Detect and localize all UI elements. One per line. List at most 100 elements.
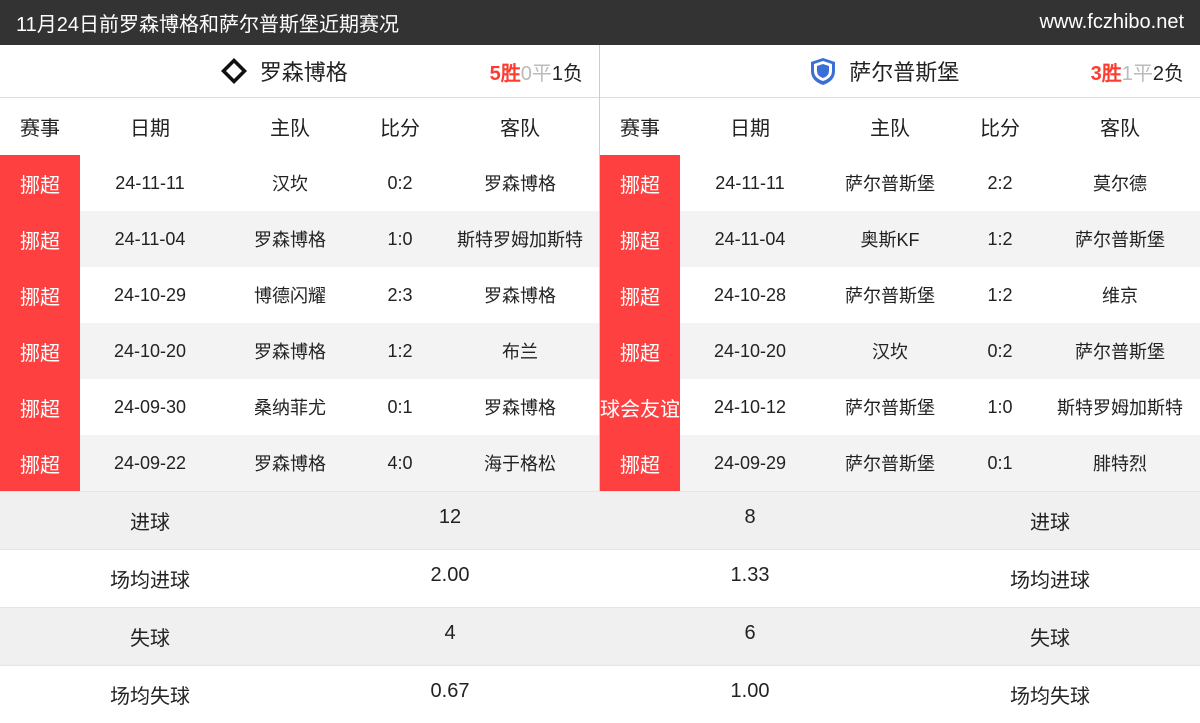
cell-away: 萨尔普斯堡 <box>1040 226 1200 252</box>
sum-left-goals: 12 <box>300 491 600 549</box>
sum-left-cpg: 0.67 <box>300 665 600 723</box>
sum-left-gpg: 2.00 <box>300 549 600 607</box>
cell-home: 萨尔普斯堡 <box>820 282 960 308</box>
right-record: 3胜1平2负 <box>1091 57 1184 86</box>
cell-away: 海于格松 <box>440 450 600 476</box>
cell-score: 0:2 <box>960 341 1040 362</box>
cell-home: 罗森博格 <box>220 338 360 364</box>
sum-right-goals: 8 <box>600 491 900 549</box>
cell-away: 腓特烈 <box>1040 450 1200 476</box>
table-row: 挪超24-10-20汉坎0:2萨尔普斯堡 <box>600 323 1200 379</box>
left-panel: 罗森博格 5胜0平1负 赛事 日期 主队 比分 客队 挪超24-11-11汉坎0… <box>0 45 600 491</box>
panels-container: 罗森博格 5胜0平1负 赛事 日期 主队 比分 客队 挪超24-11-11汉坎0… <box>0 45 1200 491</box>
col-comp: 赛事 <box>600 112 680 141</box>
col-away: 客队 <box>440 112 600 141</box>
table-row: 挪超24-11-11萨尔普斯堡2:2莫尔德 <box>600 155 1200 211</box>
cell-home: 萨尔普斯堡 <box>820 170 960 196</box>
table-row: 挪超24-09-22罗森博格4:0海于格松 <box>0 435 599 491</box>
sum-label-goals-r: 进球 <box>900 491 1200 549</box>
cell-home: 奥斯KF <box>820 226 960 252</box>
sum-label-conc-l: 失球 <box>0 607 300 665</box>
col-date: 日期 <box>80 112 220 141</box>
col-date: 日期 <box>680 112 820 141</box>
competition-badge: 挪超 <box>0 211 80 267</box>
cell-home: 罗森博格 <box>220 226 360 252</box>
table-row: 挪超24-09-30桑纳菲尤0:1罗森博格 <box>0 379 599 435</box>
cell-away: 莫尔德 <box>1040 170 1200 196</box>
sum-right-gpg: 1.33 <box>600 549 900 607</box>
col-home: 主队 <box>820 112 960 141</box>
table-row: 挪超24-11-11汉坎0:2罗森博格 <box>0 155 599 211</box>
right-rows: 挪超24-11-11萨尔普斯堡2:2莫尔德挪超24-11-04奥斯KF1:2萨尔… <box>600 155 1200 491</box>
competition-badge: 挪超 <box>600 323 680 379</box>
cell-score: 0:1 <box>960 453 1040 474</box>
table-row: 挪超24-11-04奥斯KF1:2萨尔普斯堡 <box>600 211 1200 267</box>
cell-home: 博德闪耀 <box>220 282 360 308</box>
cell-away: 维京 <box>1040 282 1200 308</box>
sum-label-cpg-r: 场均失球 <box>900 665 1200 723</box>
cell-date: 24-10-29 <box>80 285 220 306</box>
sum-label-cpg-l: 场均失球 <box>0 665 300 723</box>
cell-away: 萨尔普斯堡 <box>1040 338 1200 364</box>
sum-label-gpg-l: 场均进球 <box>0 549 300 607</box>
right-team-name: 萨尔普斯堡 <box>849 55 959 87</box>
cell-date: 24-11-11 <box>80 173 220 194</box>
col-score: 比分 <box>360 112 440 141</box>
right-panel: 萨尔普斯堡 3胜1平2负 赛事 日期 主队 比分 客队 挪超24-11-11萨尔… <box>600 45 1200 491</box>
cell-date: 24-10-12 <box>680 397 820 418</box>
cell-away: 罗森博格 <box>440 170 600 196</box>
sum-right-conc: 6 <box>600 607 900 665</box>
cell-date: 24-11-11 <box>680 173 820 194</box>
cell-date: 24-09-29 <box>680 453 820 474</box>
cell-date: 24-11-04 <box>680 229 820 250</box>
competition-badge: 挪超 <box>0 323 80 379</box>
col-away: 客队 <box>1040 112 1200 141</box>
cell-score: 4:0 <box>360 453 440 474</box>
cell-date: 24-09-22 <box>80 453 220 474</box>
sum-right-cpg: 1.00 <box>600 665 900 723</box>
col-comp: 赛事 <box>0 112 80 141</box>
cell-home: 汉坎 <box>820 338 960 364</box>
cell-score: 2:3 <box>360 285 440 306</box>
table-row: 挪超24-11-04罗森博格1:0斯特罗姆加斯特 <box>0 211 599 267</box>
table-row: 挪超24-10-28萨尔普斯堡1:2维京 <box>600 267 1200 323</box>
competition-badge: 挪超 <box>0 379 80 435</box>
page-title: 11月24日前罗森博格和萨尔普斯堡近期赛况 <box>16 8 399 37</box>
right-columns-header: 赛事 日期 主队 比分 客队 <box>600 98 1200 155</box>
cell-score: 0:1 <box>360 397 440 418</box>
cell-score: 1:0 <box>960 397 1040 418</box>
cell-score: 2:2 <box>960 173 1040 194</box>
col-home: 主队 <box>220 112 360 141</box>
competition-badge: 挪超 <box>0 435 80 491</box>
cell-home: 萨尔普斯堡 <box>820 394 960 420</box>
competition-badge: 挪超 <box>600 267 680 323</box>
cell-date: 24-11-04 <box>80 229 220 250</box>
col-score: 比分 <box>960 112 1040 141</box>
site-url: www.fczhibo.net <box>1039 11 1184 34</box>
table-row: 挪超24-10-29博德闪耀2:3罗森博格 <box>0 267 599 323</box>
competition-badge: 球会友谊 <box>600 379 680 435</box>
competition-badge: 挪超 <box>0 155 80 211</box>
left-record: 5胜0平1负 <box>490 57 583 86</box>
competition-badge: 挪超 <box>600 435 680 491</box>
cell-home: 汉坎 <box>220 170 360 196</box>
cell-score: 1:2 <box>960 285 1040 306</box>
cell-score: 0:2 <box>360 173 440 194</box>
left-team-header: 罗森博格 5胜0平1负 <box>0 45 599 98</box>
cell-home: 桑纳菲尤 <box>220 394 360 420</box>
table-row: 挪超24-10-20罗森博格1:2布兰 <box>0 323 599 379</box>
competition-badge: 挪超 <box>0 267 80 323</box>
cell-away: 罗森博格 <box>440 282 600 308</box>
right-team-header: 萨尔普斯堡 3胜1平2负 <box>600 45 1200 98</box>
table-row: 挪超24-09-29萨尔普斯堡0:1腓特烈 <box>600 435 1200 491</box>
summary-table: 进球 12 8 进球 场均进球 2.00 1.33 场均进球 失球 4 6 失球… <box>0 491 1200 723</box>
sarpsborg-logo-icon <box>807 55 839 87</box>
sum-label-gpg-r: 场均进球 <box>900 549 1200 607</box>
cell-date: 24-09-30 <box>80 397 220 418</box>
sum-label-goals-l: 进球 <box>0 491 300 549</box>
top-bar: 11月24日前罗森博格和萨尔普斯堡近期赛况 www.fczhibo.net <box>0 0 1200 45</box>
cell-away: 罗森博格 <box>440 394 600 420</box>
left-rows: 挪超24-11-11汉坎0:2罗森博格挪超24-11-04罗森博格1:0斯特罗姆… <box>0 155 599 491</box>
cell-date: 24-10-20 <box>80 341 220 362</box>
table-row: 球会友谊24-10-12萨尔普斯堡1:0斯特罗姆加斯特 <box>600 379 1200 435</box>
